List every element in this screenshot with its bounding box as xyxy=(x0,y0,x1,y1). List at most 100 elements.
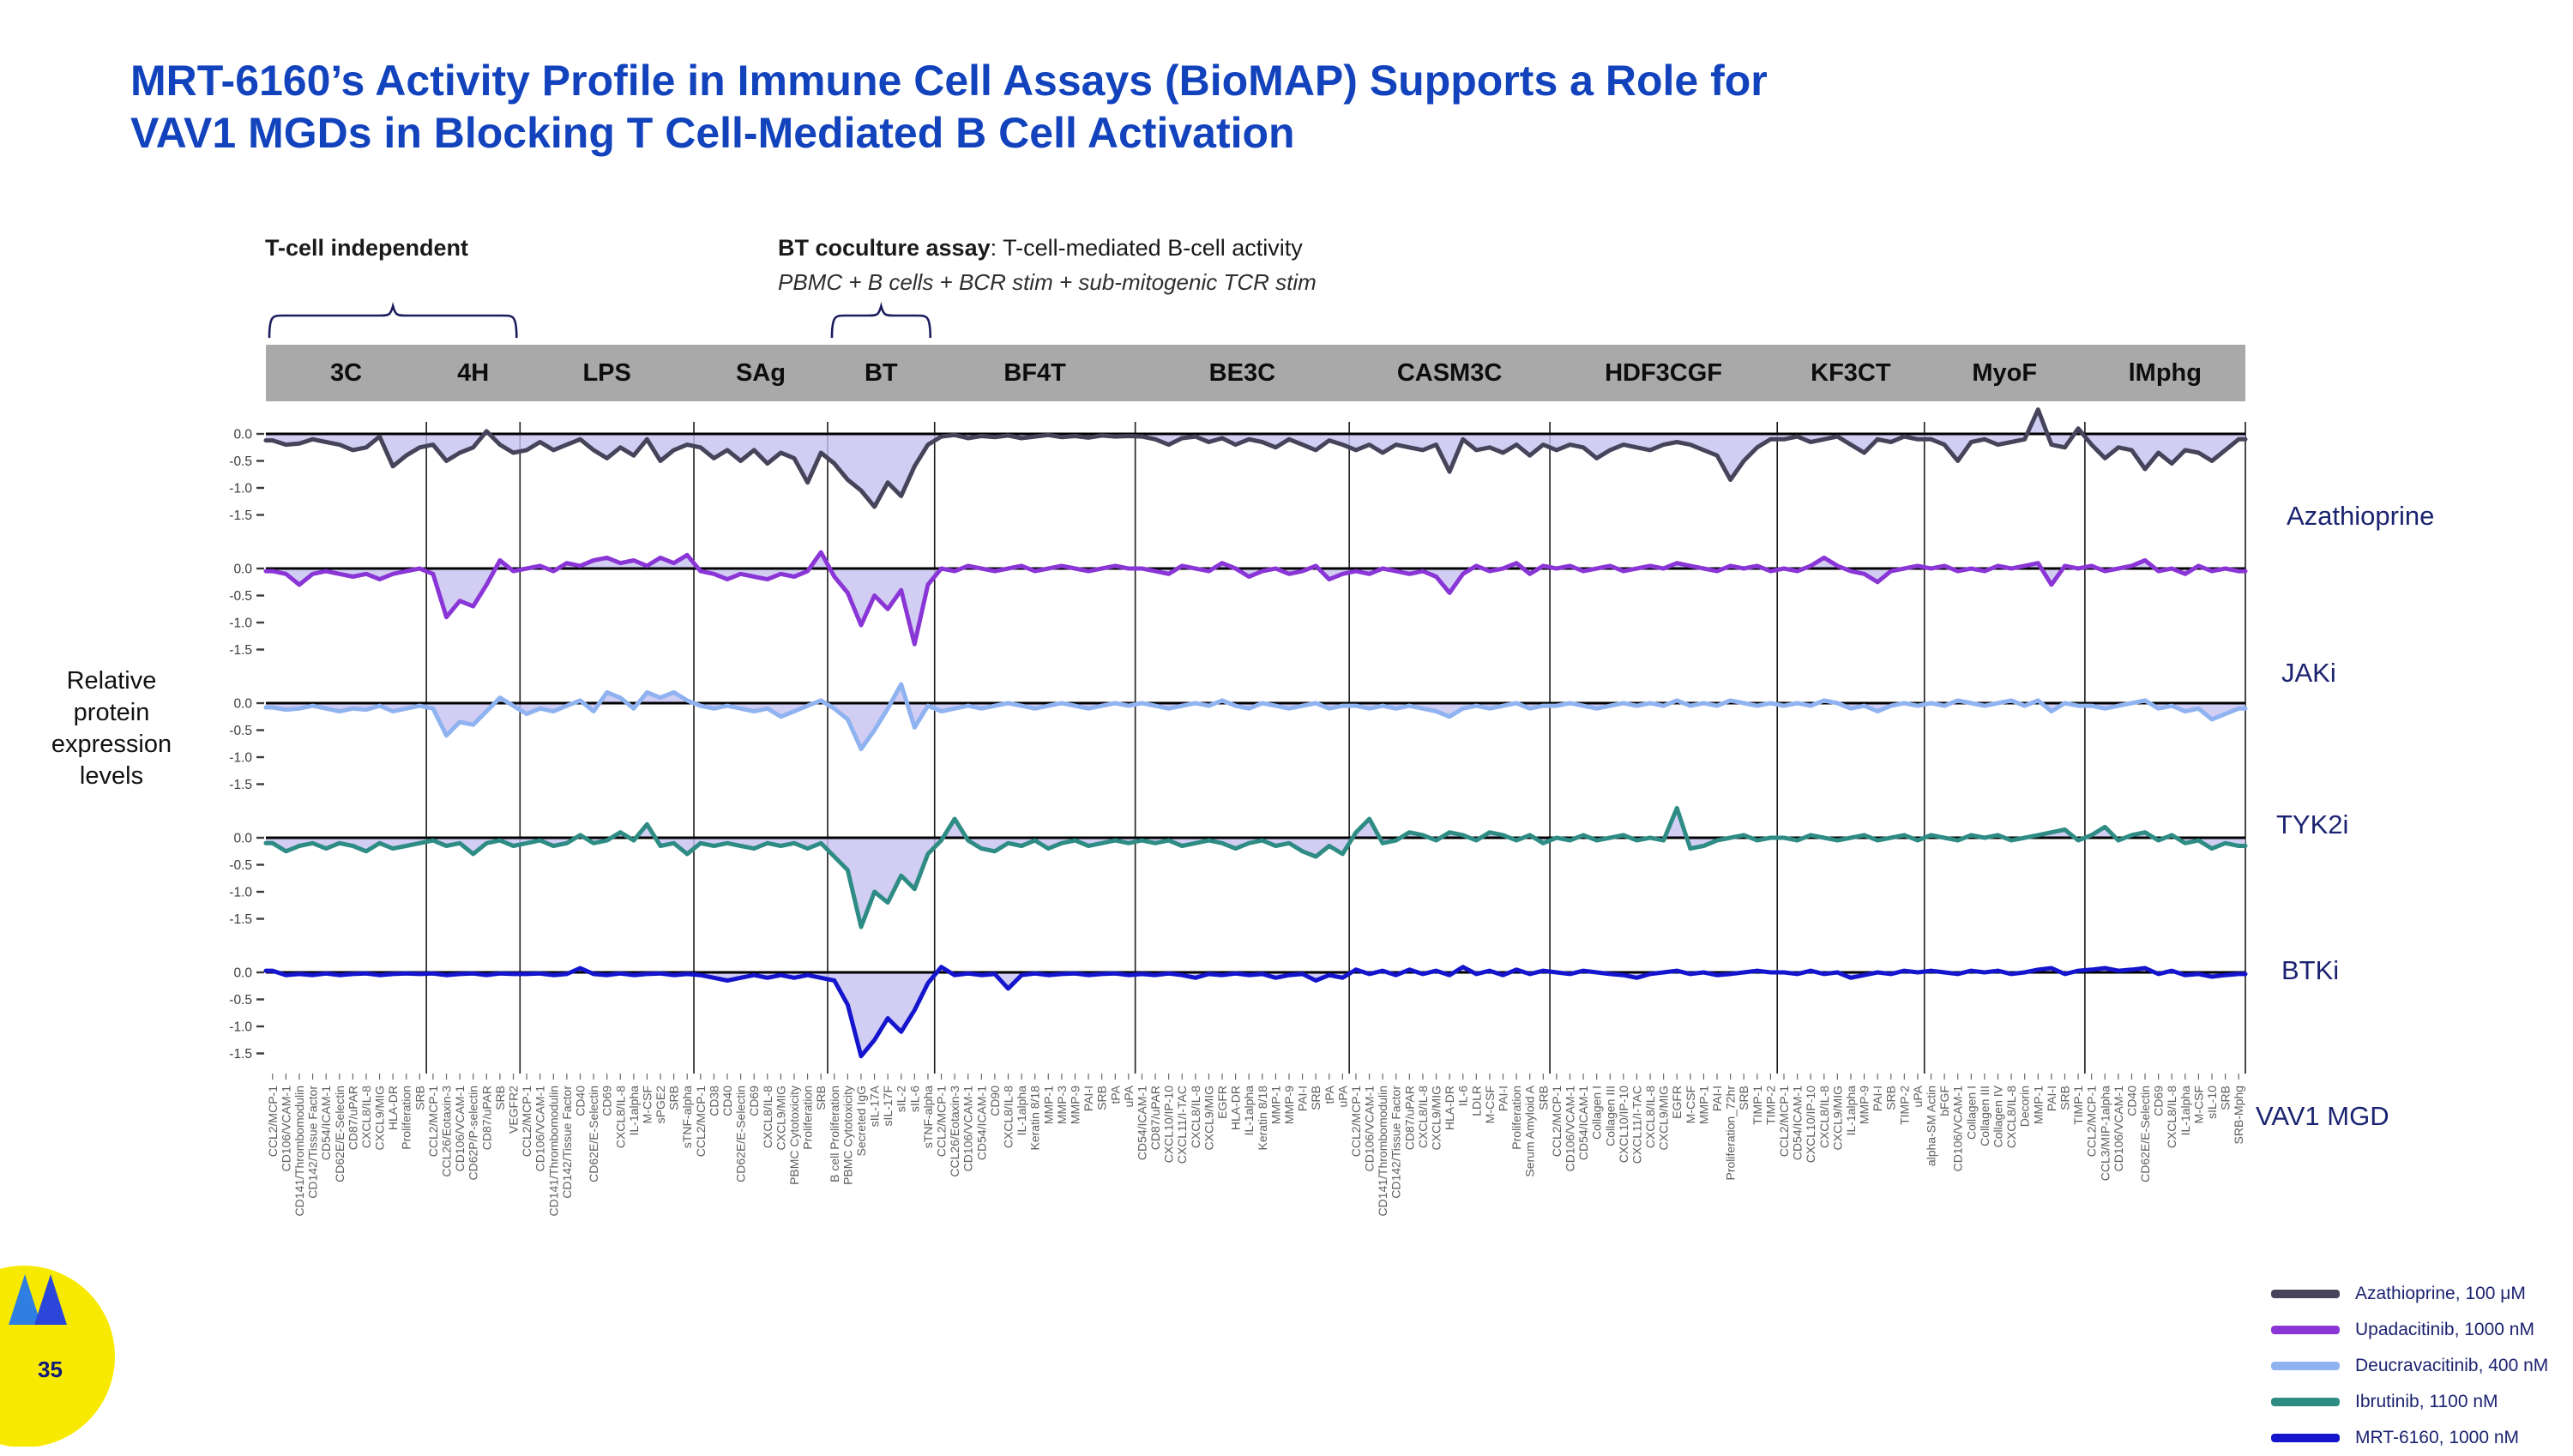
legend-swatch xyxy=(2271,1398,2340,1406)
legend-item: Upadacitinib, 1000 nM xyxy=(2271,1312,2548,1348)
x-tick-label: bFGF xyxy=(1937,1086,1951,1116)
x-tick-label: CCL2/MCP-1 xyxy=(2085,1086,2099,1157)
x-tick-label: CD54/ICAM-1 xyxy=(1576,1086,1590,1160)
x-tick-label: PAI-I xyxy=(1871,1086,1884,1111)
x-tick-label: TIMP-2 xyxy=(1897,1086,1911,1125)
panel-vav1-mgd: 0.0 -0.5 -1.0 -1.5 xyxy=(229,965,2248,1062)
x-tick-label: CD106/VCAM-1 xyxy=(2112,1086,2125,1172)
legend-item: MRT-6160, 1000 nM xyxy=(2271,1420,2548,1456)
x-tick-label: CD40 xyxy=(2124,1086,2138,1116)
y-tick-label: -0.5 xyxy=(229,589,252,604)
legend-swatch xyxy=(2271,1362,2340,1370)
assay-column-MyoF: MyoF xyxy=(1972,358,2038,387)
x-tick-label: MMP-3 xyxy=(1055,1086,1069,1124)
x-tick-label: CD62E/E-Selectin xyxy=(333,1086,346,1182)
x-tick-label: Collagen III xyxy=(1603,1086,1617,1146)
x-tick-label: CCL26/Eotaxin-3 xyxy=(948,1086,961,1177)
x-tick-label: PAI-I xyxy=(1497,1086,1510,1111)
x-tick-label: CXCL8/IL-8 xyxy=(2004,1086,2018,1148)
x-tick-label: LDLR xyxy=(1469,1086,1483,1116)
y-tick-label: 0.0 xyxy=(233,563,252,577)
x-tick-label: CXCL8/IL-8 xyxy=(359,1086,373,1148)
series-line-2 xyxy=(263,682,2248,751)
x-tick-label: MMP-9 xyxy=(1858,1086,1871,1124)
x-tick-label: CD106/VCAM-1 xyxy=(961,1086,975,1172)
assay-column-4H: 4H xyxy=(457,358,490,387)
x-tick-label: EGFR xyxy=(1670,1086,1684,1119)
page-title-line1: MRT-6160’s Activity Profile in Immune Ce… xyxy=(130,57,1768,105)
x-tick-label: CD141/Thrombomodulin xyxy=(292,1086,306,1217)
x-tick-label: CD141/Thrombomodulin xyxy=(1376,1086,1389,1217)
x-tick-label: sIL-6 xyxy=(907,1086,921,1112)
assay-column-LPS: LPS xyxy=(582,358,631,387)
y-axis-title: Relative protein expression levels xyxy=(51,667,172,790)
x-tick-label: CCL3/MIP-1alpha xyxy=(2098,1086,2112,1181)
x-tick-label: Proliferation xyxy=(400,1086,413,1150)
x-tick-label: SRB xyxy=(1095,1086,1109,1110)
x-tick-label: Proliferation_72hr xyxy=(1724,1086,1738,1181)
x-tick-label: PAI-I xyxy=(1296,1086,1310,1111)
row-label-jaki: JAKi xyxy=(2281,658,2336,688)
x-tick-label: Decorin xyxy=(2018,1086,2032,1127)
x-tick-label: Collagen I xyxy=(1964,1086,1978,1140)
x-tick-label: CD106/VCAM-1 xyxy=(1564,1086,1577,1172)
panel-btki: 0.0 -0.5 -1.0 -1.5 xyxy=(229,805,2248,930)
x-tick-label: MMP-1 xyxy=(1268,1086,1282,1124)
x-tick-label: CD106/VCAM-1 xyxy=(453,1086,467,1172)
assay-column-HDF3CGF: HDF3CGF xyxy=(1605,358,1723,387)
y-tick-label: 0.0 xyxy=(233,428,252,442)
row-label-btki: BTKi xyxy=(2281,955,2340,985)
x-tick-label: CXCL10/IP-10 xyxy=(1804,1086,1817,1163)
x-tick-label: CCL2/MCP-1 xyxy=(1349,1086,1363,1157)
legend-label: Deucravacitinib, 400 nM xyxy=(2355,1356,2549,1375)
row-label-vav1-mgd: VAV1 MGD xyxy=(2256,1101,2389,1131)
x-tick-label: IL-1alpha xyxy=(1242,1086,1256,1136)
x-tick-label: SRB xyxy=(2058,1086,2072,1110)
x-tick-label: CD87/uPAR xyxy=(1148,1086,1162,1150)
y-tick-label: -0.5 xyxy=(229,858,252,873)
x-tick-label: CD54/ICAM-1 xyxy=(974,1086,988,1160)
x-tick-label: EGFR xyxy=(1215,1086,1229,1119)
x-tick-label: IL-1alpha xyxy=(1015,1086,1028,1136)
row-label-tyk2i: TYK2i xyxy=(2276,809,2349,839)
x-tick-label: TIMP-1 xyxy=(2071,1086,2085,1125)
x-tick-label: CXCL10/IP-10 xyxy=(1162,1086,1176,1163)
y-tick-label: 0.0 xyxy=(233,966,252,981)
y-tick-label: -1.5 xyxy=(229,508,252,523)
y-tick-label: -1.5 xyxy=(229,1047,252,1062)
x-tick-label: CXCL9/MIG xyxy=(373,1086,387,1150)
x-tick-label: CD87/uPAR xyxy=(1402,1086,1416,1150)
y-tick-label: -1.5 xyxy=(229,778,252,792)
x-tick-label: HLA-DR xyxy=(386,1086,400,1130)
x-tick-label: CD62P/P-selectin xyxy=(467,1086,480,1181)
annotation-t-cell-independent: T-cell independent xyxy=(265,235,469,261)
panel-azathioprine: 0.0 -0.5 -1.0 -1.5 xyxy=(229,407,2248,523)
x-tick-label: sIL-17F xyxy=(881,1086,895,1126)
x-tick-label: PBMC Cytotoxicity xyxy=(787,1086,801,1185)
legend-label: Upadacitinib, 1000 nM xyxy=(2355,1320,2534,1339)
x-tick-label: CD54/ICAM-1 xyxy=(319,1086,333,1160)
series-area-2 xyxy=(266,684,2245,749)
x-tick-label: CD40 xyxy=(574,1086,588,1116)
x-tick-label: CXCL8/IL-8 xyxy=(1643,1086,1657,1148)
x-tick-label: M-CSF xyxy=(1684,1086,1697,1123)
x-tick-label: CD87/uPAR xyxy=(346,1086,359,1150)
y-tick-label: -1.0 xyxy=(229,1020,252,1035)
x-tick-label: CCL2/MCP-1 xyxy=(694,1086,708,1157)
x-tick-label: sIL-10 xyxy=(2205,1086,2219,1119)
brace-t-cell-independent xyxy=(268,302,518,339)
x-tick-label: Serum Amyloid A xyxy=(1523,1085,1537,1176)
y-tick-label: -1.0 xyxy=(229,617,252,631)
x-tick-label: SRB xyxy=(667,1086,681,1110)
assay-column-BE3C: BE3C xyxy=(1208,358,1276,387)
assay-column-KF3CT: KF3CT xyxy=(1811,358,1891,387)
x-tick-label: CXCL8/IL-8 xyxy=(1002,1086,1015,1148)
legend-item: Azathioprine, 100 μM xyxy=(2271,1276,2548,1312)
x-tick-label: sIL-2 xyxy=(895,1086,908,1112)
legend-swatch xyxy=(2271,1434,2340,1442)
y-tick-label: -1.0 xyxy=(229,751,252,766)
x-tick-label: M-CSF xyxy=(1483,1086,1497,1123)
x-tick-label: VEGFR2 xyxy=(507,1086,521,1134)
x-tick-label: sTNF-alpha xyxy=(921,1086,935,1148)
x-tick-label: CD54/ICAM-1 xyxy=(1791,1086,1805,1160)
